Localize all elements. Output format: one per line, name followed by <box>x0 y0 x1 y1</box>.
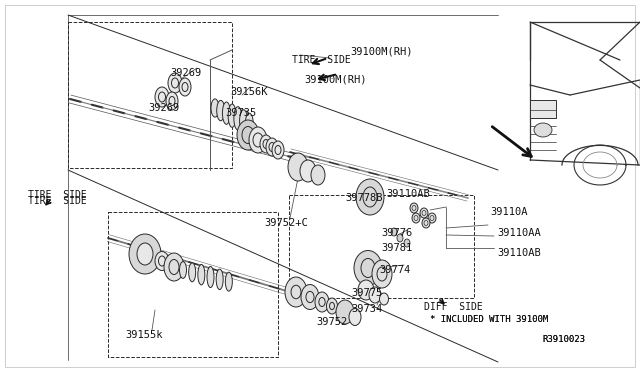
Text: 39734: 39734 <box>351 304 382 314</box>
Text: TIRE  SIDE: TIRE SIDE <box>28 196 87 206</box>
Ellipse shape <box>397 234 403 242</box>
Text: TIRE  SIDE: TIRE SIDE <box>292 55 351 65</box>
Text: R3910023: R3910023 <box>542 335 585 344</box>
Ellipse shape <box>349 308 361 326</box>
Ellipse shape <box>223 102 230 124</box>
Text: 39110AB: 39110AB <box>386 189 429 199</box>
Ellipse shape <box>272 141 284 159</box>
Ellipse shape <box>225 272 232 291</box>
Ellipse shape <box>412 213 420 223</box>
Ellipse shape <box>534 123 552 137</box>
Ellipse shape <box>301 285 319 310</box>
Ellipse shape <box>356 179 384 215</box>
Ellipse shape <box>164 253 184 281</box>
Ellipse shape <box>369 287 381 303</box>
Ellipse shape <box>422 218 430 228</box>
Ellipse shape <box>260 135 272 153</box>
Ellipse shape <box>168 73 182 93</box>
Text: 39776: 39776 <box>381 228 412 238</box>
Ellipse shape <box>216 269 223 289</box>
Ellipse shape <box>179 78 191 96</box>
Text: 39100M(RH): 39100M(RH) <box>304 75 367 85</box>
Ellipse shape <box>404 239 410 247</box>
Text: 39775: 39775 <box>351 288 382 298</box>
Ellipse shape <box>166 92 178 110</box>
Text: 39110A: 39110A <box>490 207 527 217</box>
Text: 39269: 39269 <box>148 103 179 113</box>
Ellipse shape <box>207 266 214 288</box>
Ellipse shape <box>198 264 205 285</box>
Ellipse shape <box>315 292 329 312</box>
Ellipse shape <box>249 127 267 153</box>
Ellipse shape <box>234 107 242 130</box>
Text: 39752+C: 39752+C <box>264 218 308 228</box>
Ellipse shape <box>137 243 153 265</box>
Ellipse shape <box>420 208 428 218</box>
Ellipse shape <box>245 113 253 134</box>
Ellipse shape <box>391 228 397 236</box>
Ellipse shape <box>217 100 225 121</box>
Text: 39100M(RH): 39100M(RH) <box>350 47 413 57</box>
Text: 39156K: 39156K <box>230 87 268 97</box>
Text: 39110AA: 39110AA <box>497 228 541 238</box>
Ellipse shape <box>129 234 161 274</box>
Ellipse shape <box>372 260 392 288</box>
Ellipse shape <box>228 104 236 127</box>
Ellipse shape <box>358 280 374 300</box>
Ellipse shape <box>311 165 325 185</box>
Text: * INCLUDED WITH 39100M: * INCLUDED WITH 39100M <box>430 315 548 324</box>
Text: * INCLUDED WITH 39100M: * INCLUDED WITH 39100M <box>430 315 548 324</box>
Text: 39752: 39752 <box>316 317 348 327</box>
Text: 39110AB: 39110AB <box>497 248 541 258</box>
Text: 39778B: 39778B <box>345 193 383 203</box>
Text: 39774: 39774 <box>379 265 410 275</box>
Text: 39735: 39735 <box>225 108 256 118</box>
Ellipse shape <box>211 99 219 117</box>
Bar <box>530 100 556 118</box>
Ellipse shape <box>410 203 418 213</box>
Ellipse shape <box>288 153 308 181</box>
Ellipse shape <box>354 250 382 285</box>
Ellipse shape <box>336 300 354 324</box>
Ellipse shape <box>428 213 436 223</box>
Ellipse shape <box>326 298 337 314</box>
Ellipse shape <box>189 263 196 282</box>
Ellipse shape <box>155 251 169 270</box>
Text: DIFF  SIDE: DIFF SIDE <box>424 302 483 312</box>
Ellipse shape <box>179 262 186 278</box>
Text: 39781: 39781 <box>381 243 412 253</box>
Ellipse shape <box>285 277 307 307</box>
Ellipse shape <box>300 160 316 182</box>
Text: TIRE  SIDE: TIRE SIDE <box>28 190 87 200</box>
Text: R3910023: R3910023 <box>542 335 585 344</box>
Ellipse shape <box>237 120 259 150</box>
Text: 39269: 39269 <box>170 68 201 78</box>
Ellipse shape <box>380 293 388 305</box>
Ellipse shape <box>155 87 169 107</box>
Ellipse shape <box>266 138 278 156</box>
Ellipse shape <box>239 110 248 132</box>
Text: 39155k: 39155k <box>125 330 163 340</box>
